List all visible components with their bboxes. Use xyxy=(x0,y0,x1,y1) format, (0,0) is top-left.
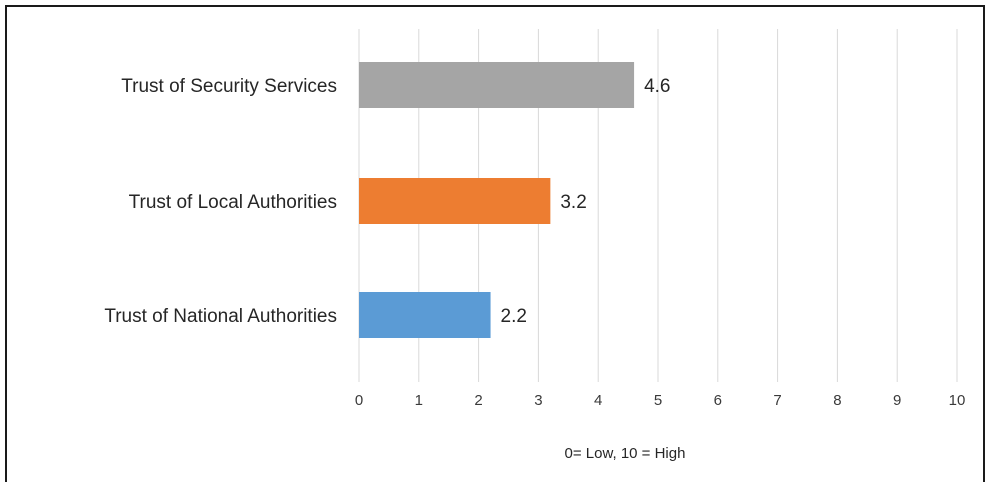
x-tick-label: 3 xyxy=(534,392,542,409)
x-tick-label: 0 xyxy=(355,392,363,409)
bar-chart: Trust of Security Services Trust of Local… xyxy=(104,29,966,462)
x-tick-label: 5 xyxy=(654,392,662,409)
category-labels: Trust of Security Services Trust of Local… xyxy=(104,76,337,327)
x-tick-label: 1 xyxy=(415,392,423,409)
x-tick-label: 2 xyxy=(474,392,482,409)
bars xyxy=(359,62,635,338)
x-tick-label: 8 xyxy=(833,392,841,409)
category-label: Trust of National Authorities xyxy=(104,306,337,327)
category-label: Trust of Security Services xyxy=(121,76,337,97)
data-label: 3.2 xyxy=(560,192,586,213)
x-tick-label: 7 xyxy=(773,392,781,409)
x-tick-label: 6 xyxy=(714,392,722,409)
bar xyxy=(359,62,635,108)
x-tick-label: 9 xyxy=(893,392,901,409)
x-axis-ticks: 0 1 2 3 4 5 6 7 8 9 10 xyxy=(355,392,966,409)
data-label: 4.6 xyxy=(644,76,670,97)
category-label: Trust of Local Authorities xyxy=(129,192,337,213)
x-tick-label: 4 xyxy=(594,392,602,409)
data-labels: 4.6 3.2 2.2 xyxy=(501,76,671,327)
chart-frame: Trust of Security Services Trust of Local… xyxy=(5,5,985,482)
bar xyxy=(359,292,491,338)
bar xyxy=(359,178,551,224)
data-label: 2.2 xyxy=(501,306,527,327)
x-axis-title: 0= Low, 10 = High xyxy=(565,445,686,462)
x-tick-label: 10 xyxy=(949,392,966,409)
